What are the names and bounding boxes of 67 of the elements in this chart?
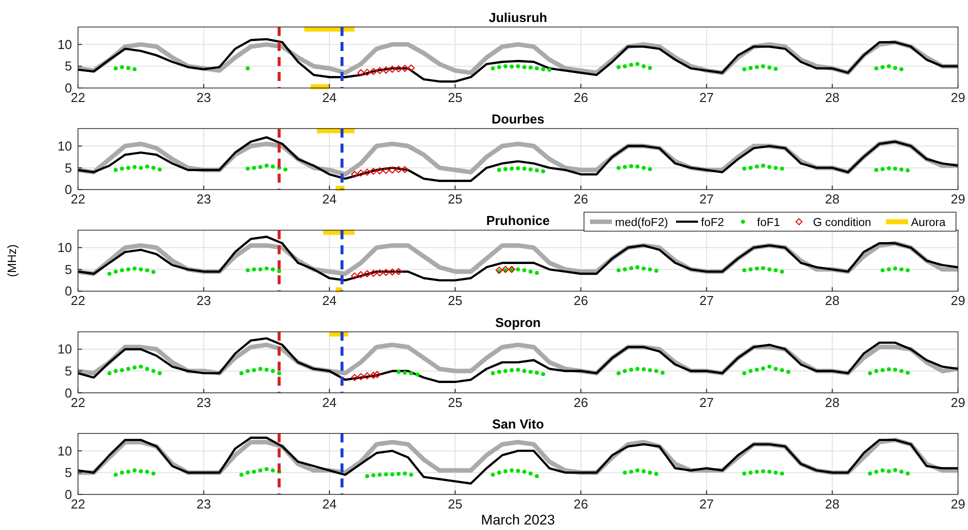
y-tick-label: 5 [64, 465, 72, 480]
x-tick-label: 26 [574, 496, 588, 512]
y-tick-label: 5 [64, 58, 72, 74]
legend-label: Aurora [911, 217, 946, 230]
x-tick-label: 29 [950, 496, 966, 512]
y-tick-label: 0 [64, 486, 72, 502]
y-axis-title: (MHz) [5, 244, 19, 278]
x-tick-label: 25 [448, 192, 462, 207]
y-tick-label: 10 [58, 36, 72, 52]
x-axis-title: March 2023 [481, 511, 556, 528]
x-tick-label: 26 [574, 293, 588, 308]
x-tick-label: 29 [950, 90, 966, 105]
x-tick-label: 25 [448, 394, 462, 410]
x-tick-label: 22 [70, 90, 86, 105]
x-tick-label: 22 [70, 293, 86, 308]
y-tick-label: 0 [64, 80, 72, 96]
x-tick-label: 27 [699, 192, 714, 207]
x-tick-label: 23 [196, 90, 211, 105]
chart-title: San Vito [492, 416, 544, 432]
y-tick-label: 10 [58, 443, 72, 458]
legend-label: G condition [813, 217, 872, 230]
x-tick-label: 24 [322, 192, 337, 207]
x-tick-label: 25 [448, 496, 462, 512]
x-tick-label: 22 [70, 496, 86, 512]
x-tick-label: 28 [825, 496, 840, 512]
x-tick-label: 25 [448, 293, 462, 308]
x-tick-label: 24 [322, 394, 337, 410]
y-tick-label: 10 [58, 138, 72, 154]
x-tick-label: 23 [196, 394, 211, 410]
legend-label: foF2 [701, 217, 724, 230]
x-tick-label: 29 [950, 293, 966, 308]
x-tick-label: 28 [825, 90, 840, 105]
y-tick-label: 10 [58, 342, 72, 357]
y-tick-label: 5 [64, 364, 72, 379]
x-tick-label: 26 [574, 192, 588, 207]
x-tick-label: 27 [699, 90, 714, 105]
x-tick-label: 27 [699, 394, 714, 410]
legend-label: med(foF2) [615, 217, 668, 230]
x-tick-label: 24 [322, 496, 337, 512]
chart-title: Pruhonice [486, 213, 550, 228]
x-tick-label: 28 [825, 394, 840, 410]
x-tick-label: 27 [699, 496, 714, 512]
chart-title: Sopron [495, 314, 541, 330]
x-tick-label: 24 [322, 293, 337, 308]
x-tick-label: 22 [70, 192, 86, 207]
x-tick-label: 24 [322, 90, 337, 105]
chart-title: Dourbes [492, 112, 544, 127]
x-tick-label: 23 [196, 192, 211, 207]
x-tick-label: 23 [196, 496, 211, 512]
y-tick-label: 0 [64, 182, 72, 198]
y-tick-label: 10 [58, 240, 72, 256]
x-tick-label: 26 [574, 394, 588, 410]
x-tick-label: 29 [950, 192, 966, 207]
x-tick-label: 28 [825, 293, 840, 308]
x-tick-label: 23 [196, 293, 211, 308]
x-tick-label: 27 [699, 293, 714, 308]
x-tick-label: 25 [448, 90, 462, 105]
chart-title: Juliusruh [488, 10, 548, 25]
x-tick-label: 28 [825, 192, 840, 207]
y-tick-label: 5 [64, 262, 72, 277]
y-tick-label: 0 [64, 385, 72, 400]
x-tick-label: 26 [574, 90, 588, 105]
y-tick-label: 0 [64, 284, 72, 299]
x-tick-label: 22 [70, 394, 86, 410]
legend-label: foF1 [757, 217, 780, 230]
y-tick-label: 5 [64, 160, 72, 176]
x-tick-label: 29 [950, 394, 966, 410]
